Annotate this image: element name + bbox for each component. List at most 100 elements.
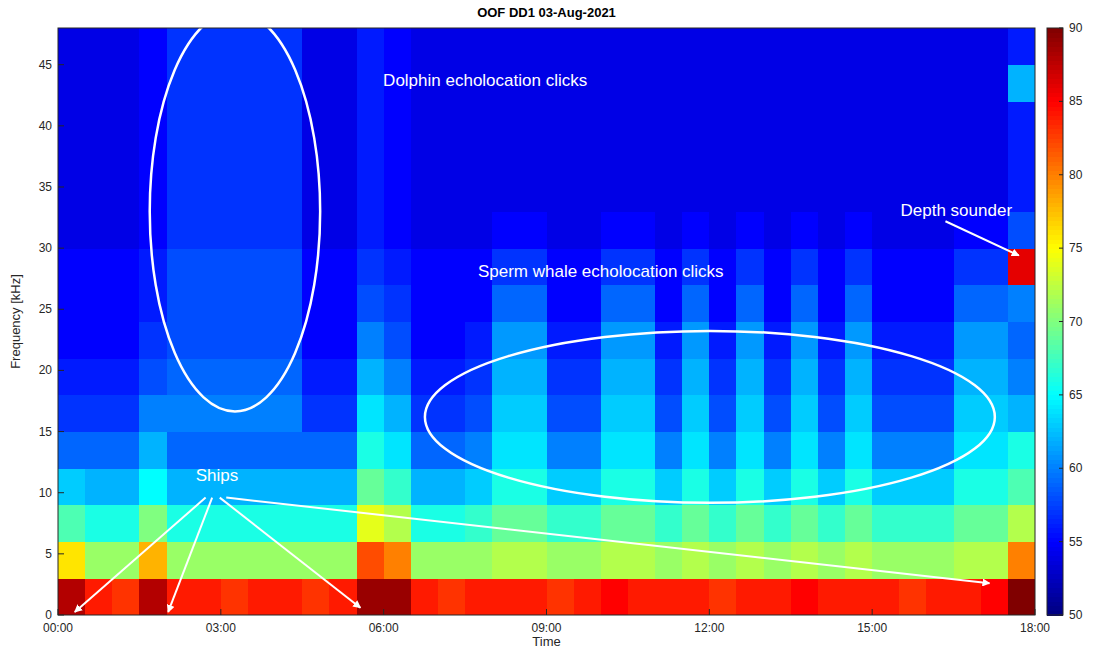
cell xyxy=(221,395,249,432)
cell xyxy=(492,358,520,395)
colorbar-step xyxy=(1047,551,1063,556)
cell xyxy=(275,468,303,505)
cell xyxy=(981,285,1009,322)
cell xyxy=(981,248,1009,285)
cell xyxy=(329,542,357,579)
cell xyxy=(221,138,249,175)
cell xyxy=(411,505,439,542)
colorbar-step xyxy=(1047,381,1063,386)
cell xyxy=(357,28,385,65)
cell xyxy=(682,542,710,579)
cell xyxy=(411,101,439,138)
cell xyxy=(275,505,303,542)
cell xyxy=(818,358,846,395)
cell xyxy=(438,358,466,395)
cell xyxy=(85,28,113,65)
cell xyxy=(655,395,683,432)
cell xyxy=(492,432,520,469)
cell xyxy=(709,578,737,615)
cell xyxy=(682,432,710,469)
cell xyxy=(1008,468,1035,505)
cell xyxy=(357,248,385,285)
cell xyxy=(736,468,764,505)
cell xyxy=(492,542,520,579)
cell xyxy=(302,211,330,248)
cell xyxy=(709,65,737,102)
cell xyxy=(302,322,330,359)
colorbar-step xyxy=(1047,473,1063,478)
cell xyxy=(85,468,113,505)
cell xyxy=(302,395,330,432)
cell xyxy=(112,175,140,212)
cell xyxy=(194,211,222,248)
colorbar-step xyxy=(1047,33,1063,38)
colorbar-tick-label: 80 xyxy=(1069,168,1083,182)
cell xyxy=(112,505,140,542)
colorbar-step xyxy=(1047,248,1063,253)
y-tick-label: 35 xyxy=(39,180,53,194)
cell xyxy=(85,542,113,579)
cell xyxy=(954,395,982,432)
cell xyxy=(845,101,873,138)
colorbar-step xyxy=(1047,312,1063,317)
cell xyxy=(845,322,873,359)
arrow xyxy=(75,498,206,612)
cell xyxy=(112,138,140,175)
cell xyxy=(384,578,412,615)
x-tick xyxy=(58,609,59,615)
colorbar-step xyxy=(1047,331,1063,336)
cell xyxy=(1008,285,1035,322)
cell xyxy=(736,358,764,395)
colorbar-step xyxy=(1047,335,1063,340)
cell xyxy=(736,138,764,175)
cell xyxy=(791,175,819,212)
cell xyxy=(872,285,900,322)
colorbar-step xyxy=(1047,299,1063,304)
cell xyxy=(655,28,683,65)
cell xyxy=(194,248,222,285)
cell xyxy=(872,28,900,65)
cell xyxy=(519,101,547,138)
cell xyxy=(601,211,629,248)
cell xyxy=(139,578,167,615)
cell xyxy=(112,65,140,102)
cell xyxy=(547,175,575,212)
colorbar-tick xyxy=(1059,28,1063,29)
cell xyxy=(601,285,629,322)
x-tick-label: 15:00 xyxy=(857,621,887,635)
cell xyxy=(709,211,737,248)
cell xyxy=(519,285,547,322)
cell xyxy=(438,248,466,285)
chart: OOF DD1 03-Aug-2021Dolphin echolocation … xyxy=(0,0,1115,654)
colorbar-step xyxy=(1047,372,1063,377)
colorbar-step xyxy=(1047,83,1063,88)
colorbar-step xyxy=(1047,386,1063,391)
colorbar-step xyxy=(1047,285,1063,290)
cell xyxy=(85,322,113,359)
cell xyxy=(411,578,439,615)
colorbar-step xyxy=(1047,601,1063,606)
colorbar-step xyxy=(1047,46,1063,51)
cell xyxy=(384,175,412,212)
cell xyxy=(845,248,873,285)
cell xyxy=(818,175,846,212)
colorbar-step xyxy=(1047,207,1063,212)
cell xyxy=(601,28,629,65)
cell xyxy=(85,358,113,395)
cell xyxy=(384,322,412,359)
cell xyxy=(954,578,982,615)
cell xyxy=(818,101,846,138)
colorbar-step xyxy=(1047,377,1063,382)
cell xyxy=(357,285,385,322)
colorbar-step xyxy=(1047,367,1063,372)
cell xyxy=(601,101,629,138)
cell xyxy=(357,505,385,542)
colorbar-step xyxy=(1047,436,1063,441)
cell xyxy=(139,468,167,505)
y-tick xyxy=(58,248,64,249)
colorbar-step xyxy=(1047,574,1063,579)
cell xyxy=(248,285,276,322)
cell xyxy=(655,358,683,395)
cell xyxy=(601,432,629,469)
cell xyxy=(411,285,439,322)
